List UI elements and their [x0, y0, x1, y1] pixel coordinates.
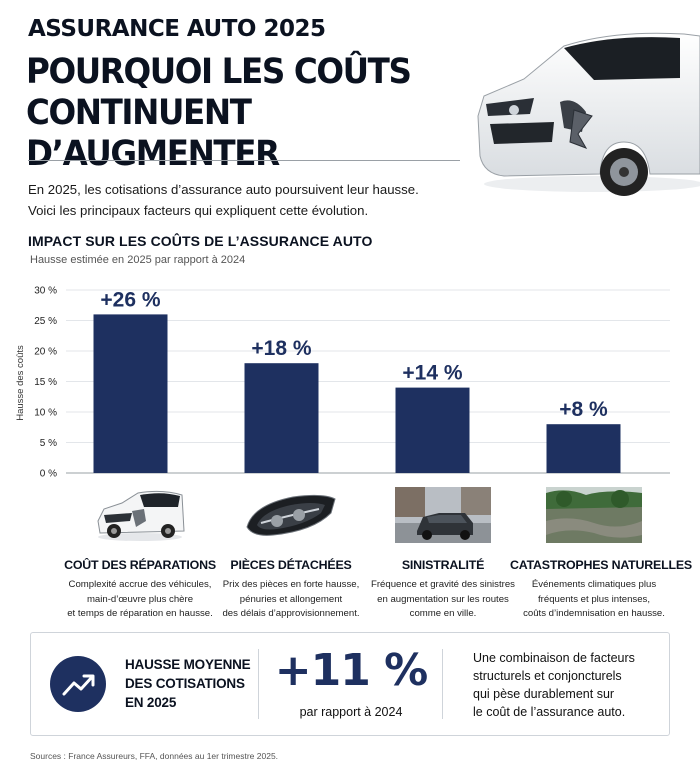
intro-text: En 2025, les cotisations d’assurance aut… [28, 179, 468, 221]
intro-line-1: En 2025, les cotisations d’assurance aut… [28, 182, 419, 197]
bar-data-label: +18 % [251, 337, 311, 360]
y-tick-label: 25 % [34, 316, 57, 327]
y-tick-label: 5 % [40, 438, 57, 449]
bar [244, 363, 319, 473]
sources-footnote: Sources : France Assureurs, FFA, données… [30, 751, 279, 761]
bar-data-label: +14 % [402, 362, 462, 385]
category-title: CATASTROPHES NATURELLES [510, 558, 692, 572]
y-axis-label: Hausse des coûts [15, 345, 26, 421]
street-car-icon [395, 487, 491, 543]
trend-up-icon [50, 656, 106, 712]
damaged-car-image [477, 32, 700, 196]
flood-icon [546, 487, 642, 543]
category-title: SINISTRALITÉ [401, 558, 485, 572]
y-tick-label: 20 % [34, 347, 57, 358]
bar-chart: Hausse des coûts 0 % 5 % 10 % 15 % 20 % 25 % 3… [15, 286, 670, 480]
summary-box: HAUSSE MOYENNE DES COTISATIONS EN 2025 +… [30, 632, 670, 736]
bar [546, 424, 621, 473]
summary-value: +11 % [274, 645, 429, 696]
category-title: PIÈCES DÉTACHÉES [230, 558, 352, 572]
bar-data-label: +8 % [559, 398, 608, 421]
summary-divider [442, 649, 443, 719]
category-description: Fréquence et gravité des sinistres en au… [371, 579, 515, 619]
y-tick-label: 0 % [40, 469, 57, 480]
category-description: Événements climatiques plus fréquents et… [523, 579, 665, 619]
bar-data-label: +26 % [100, 288, 160, 311]
page-headline: POURQUOI LES COÛTS CONTINUENT D’AUGMENTE… [26, 52, 412, 174]
chart-subtitle: Hausse estimée en 2025 par rapport à 202… [30, 254, 246, 266]
summary-explanation: Une combinaison de facteurs structurels … [473, 651, 635, 719]
headlight-icon [246, 494, 336, 536]
chart-title: IMPACT SUR LES COÛTS DE L’ASSURANCE AUTO [28, 233, 373, 249]
intro-line-2: Voici les principaux facteurs qui expliq… [28, 203, 369, 218]
category-claims: SINISTRALITÉ Fréquence et gravité des si… [359, 487, 527, 622]
category-description: Prix des pièces en forte hausse, pénurie… [222, 579, 360, 619]
category-parts: PIÈCES DÉTACHÉES Prix des pièces en fort… [207, 487, 375, 622]
bar [93, 314, 168, 473]
y-tick-label: 15 % [34, 377, 57, 388]
header-divider [28, 160, 460, 161]
bar [395, 387, 470, 473]
y-tick-label: 10 % [34, 408, 57, 419]
category-repairs: COÛT DES RÉPARATIONS Complexité accrue d… [56, 487, 224, 622]
summary-value-caption: par rapport à 2024 [299, 705, 403, 719]
summary-divider [258, 649, 259, 719]
summary-label: HAUSSE MOYENNE DES COTISATIONS EN 2025 [125, 657, 251, 710]
category-title: COÛT DES RÉPARATIONS [64, 558, 216, 572]
y-tick-label: 30 % [34, 286, 57, 297]
category-natural-disasters: CATASTROPHES NATURELLES Événements clima… [510, 487, 692, 622]
category-description: Complexité accrue des véhicules, main-d’… [67, 579, 213, 619]
damaged-car-icon [97, 490, 185, 541]
kicker-title: ASSURANCE AUTO 2025 [28, 16, 326, 42]
